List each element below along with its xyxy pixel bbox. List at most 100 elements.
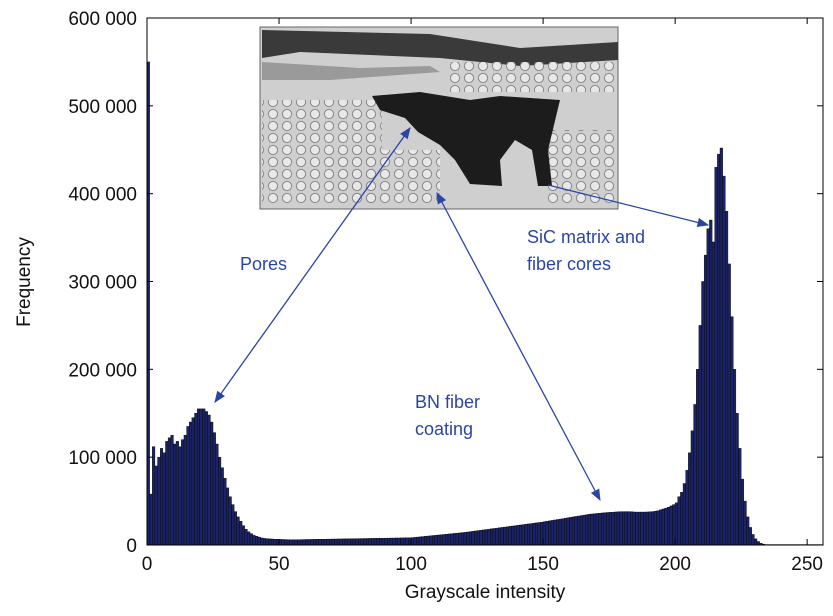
bar xyxy=(155,466,158,545)
bar xyxy=(221,468,224,545)
bar xyxy=(435,535,438,545)
bar xyxy=(440,535,443,545)
bar xyxy=(308,539,311,545)
bar xyxy=(390,538,393,545)
bar xyxy=(445,534,448,545)
annotation: SiC matrix and xyxy=(527,227,645,247)
bar xyxy=(459,533,462,545)
bar xyxy=(361,539,364,545)
bar xyxy=(437,535,440,545)
bar xyxy=(599,513,602,545)
bar xyxy=(583,515,586,545)
bar xyxy=(723,176,726,545)
bar xyxy=(657,511,660,545)
bar xyxy=(702,282,705,546)
bar xyxy=(374,538,377,545)
annotation: BN fiber xyxy=(415,392,480,412)
bar xyxy=(432,536,435,545)
bar xyxy=(665,508,668,545)
bar xyxy=(160,448,163,545)
bar xyxy=(672,505,675,545)
bar xyxy=(443,534,446,545)
bar xyxy=(503,527,506,545)
bar xyxy=(469,532,472,545)
bar xyxy=(195,413,198,545)
bar xyxy=(636,512,639,545)
bar xyxy=(546,521,549,545)
bar xyxy=(754,539,757,545)
y-tick-label: 300 000 xyxy=(68,273,137,294)
bar xyxy=(150,494,153,545)
bar xyxy=(757,541,760,545)
bar xyxy=(319,539,322,545)
x-axis-label: Grayscale intensity xyxy=(405,582,566,603)
x-tick-label: 0 xyxy=(142,554,153,575)
bar xyxy=(591,514,594,545)
bar xyxy=(509,526,512,545)
bar xyxy=(749,527,752,545)
bar xyxy=(271,539,274,545)
bar xyxy=(377,538,380,545)
bar xyxy=(736,413,739,545)
bar xyxy=(525,524,528,545)
bar xyxy=(654,511,657,545)
bar xyxy=(224,478,227,545)
bar xyxy=(501,527,504,545)
bar xyxy=(192,418,195,545)
bar xyxy=(168,438,171,545)
bar xyxy=(242,526,245,545)
bar xyxy=(461,533,464,545)
bar xyxy=(696,369,699,545)
bar xyxy=(329,539,332,545)
bar xyxy=(712,242,715,545)
bar xyxy=(570,517,573,545)
bar xyxy=(342,539,345,545)
bar xyxy=(559,519,562,545)
bar xyxy=(448,534,451,545)
bar xyxy=(662,509,665,545)
bar xyxy=(348,539,351,545)
bar xyxy=(321,539,324,545)
bar xyxy=(533,523,536,545)
bar xyxy=(630,512,633,545)
bar xyxy=(340,539,343,545)
bar xyxy=(628,512,631,545)
bar xyxy=(493,528,496,545)
bar xyxy=(382,538,385,545)
bar xyxy=(350,539,353,545)
bar xyxy=(746,517,749,545)
bar xyxy=(688,453,691,545)
bar xyxy=(744,501,747,545)
bar xyxy=(430,536,433,545)
bar xyxy=(474,531,477,545)
bar xyxy=(247,532,250,545)
bar xyxy=(593,514,596,545)
y-tick-label: 0 xyxy=(126,536,137,557)
bar xyxy=(720,148,723,545)
bar xyxy=(725,211,728,545)
bar xyxy=(691,431,694,545)
bar xyxy=(517,525,520,545)
bar xyxy=(519,525,522,545)
bar xyxy=(200,409,203,545)
bar xyxy=(424,536,427,545)
bar xyxy=(250,534,253,545)
bar xyxy=(284,540,287,545)
bar xyxy=(606,513,609,545)
bar xyxy=(364,539,367,545)
bar xyxy=(641,512,644,545)
bar xyxy=(292,540,295,545)
bar xyxy=(694,404,697,545)
bar xyxy=(371,538,374,545)
bar xyxy=(295,540,298,545)
bar xyxy=(197,409,200,545)
bar xyxy=(258,537,261,545)
bar xyxy=(311,539,314,545)
bar xyxy=(739,448,742,545)
bar xyxy=(208,415,211,545)
bar xyxy=(625,512,628,545)
bar xyxy=(675,503,678,545)
bar xyxy=(379,538,382,545)
bar xyxy=(699,325,702,545)
bar xyxy=(548,521,551,545)
